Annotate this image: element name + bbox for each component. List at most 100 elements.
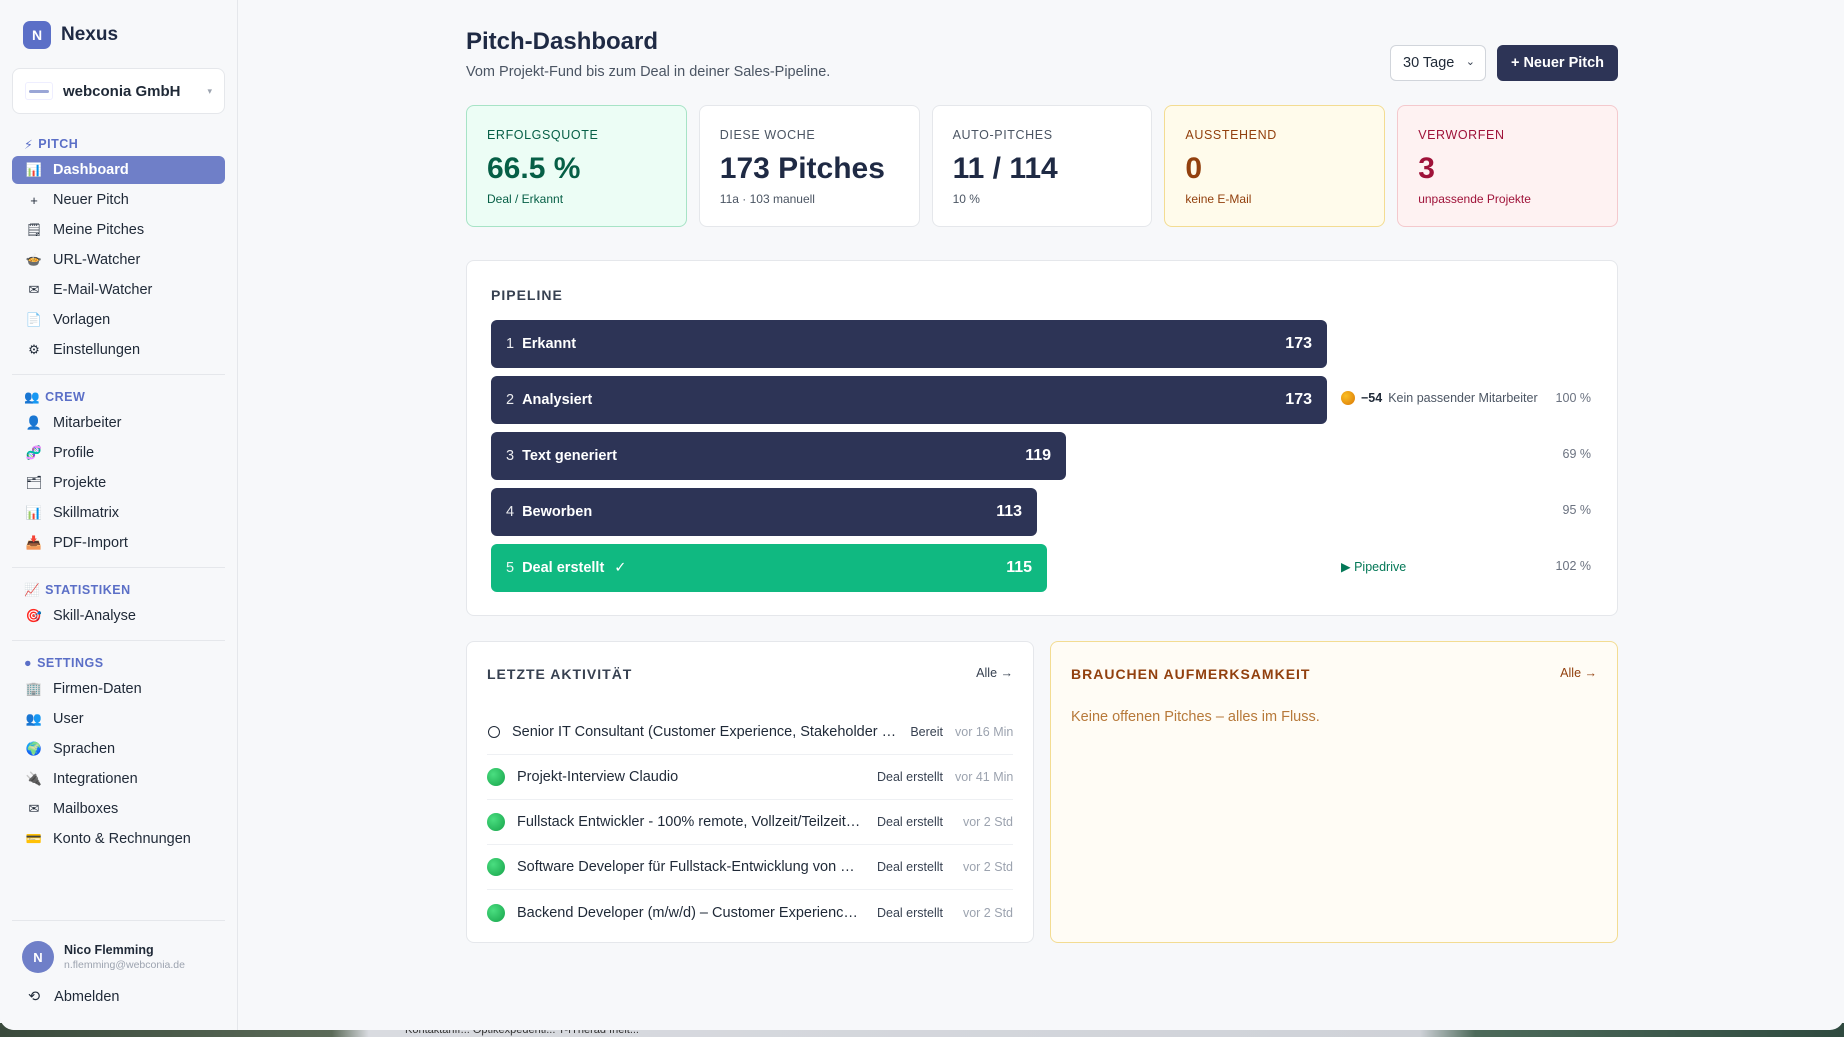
bowl-icon: 🍲 xyxy=(25,252,43,267)
stage-number: 1 xyxy=(506,336,515,352)
stage-dropoff-note: −54 Kein passender Mitarbeiter xyxy=(1341,391,1538,405)
kpi-discarded: VERWORFEN 3 unpassende Projekte xyxy=(1397,105,1618,227)
green-circle-icon xyxy=(487,858,505,876)
stage-number: 2 xyxy=(506,392,515,408)
sidebar-item-pdf-import[interactable]: 📥 PDF-Import xyxy=(12,529,225,557)
pipeline-stage-text-generated: 3 Text generiert 119 69 % xyxy=(491,432,1591,480)
pipeline-bar[interactable]: 5 Deal erstellt ✓ 115 xyxy=(491,544,1047,592)
kpi-auto-pitches: AUTO-PITCHES 11 / 114 10 % xyxy=(931,105,1153,227)
dropoff-reason: Kein passender Mitarbeiter xyxy=(1388,391,1538,405)
list-item[interactable]: Software Developer für Fullstack-Entwick… xyxy=(487,845,1013,890)
nav-heading-settings: ● SETTINGS xyxy=(12,653,225,673)
logout-button[interactable]: ⟲ Abmelden xyxy=(12,989,225,1005)
stage-number: 4 xyxy=(506,504,515,520)
stage-label: Text generiert xyxy=(522,448,617,464)
sidebar-item-skill-analysis[interactable]: 🎯 Skill-Analyse xyxy=(12,602,225,630)
page-subtitle: Vom Projekt-Fund bis zum Deal in deiner … xyxy=(466,64,831,80)
activity-status: Deal erstellt xyxy=(877,860,943,874)
kpi-value: 173 Pitches xyxy=(719,152,885,185)
nav-heading-label: PITCH xyxy=(38,137,79,151)
chart-icon: 📊 xyxy=(25,505,43,520)
user-name: Nico Flemming xyxy=(64,943,154,957)
kpi-subtext: 10 % xyxy=(952,192,980,206)
sidebar-item-mailboxes[interactable]: ✉ Mailboxes xyxy=(12,795,225,823)
sidebar-item-label: URL-Watcher xyxy=(53,252,141,268)
sidebar-item-label: Neuer Pitch xyxy=(53,192,129,208)
activity-time: vor 2 Std xyxy=(962,815,1013,829)
activity-time: vor 41 Min xyxy=(955,770,1014,784)
activity-title: Fullstack Entwickler - 100% remote, Voll… xyxy=(517,814,863,830)
pipeline-bar[interactable]: 3 Text generiert 119 xyxy=(491,432,1066,480)
sidebar-item-templates[interactable]: 📄 Vorlagen xyxy=(12,306,225,334)
kpi-subtext: keine E-Mail xyxy=(1185,192,1252,206)
brand[interactable]: N Nexus xyxy=(12,20,225,50)
open-circle-icon xyxy=(488,726,500,738)
company-switcher[interactable]: webconia GmbH ▾ xyxy=(12,68,225,114)
pipeline-bar[interactable]: 4 Beworben 113 xyxy=(491,488,1037,536)
sidebar-item-my-pitches[interactable]: 🗒 Meine Pitches xyxy=(12,216,225,244)
nav-heading-statistics: 📈 STATISTIKEN xyxy=(12,580,225,600)
user-profile[interactable]: N Nico Flemming n.flemming@webconia.de xyxy=(12,941,225,973)
nav-heading-label: SETTINGS xyxy=(37,656,104,670)
stage-conversion: 102 % xyxy=(1555,559,1591,573)
sidebar: N Nexus webconia GmbH ▾ ⚡ PITCH 📊 Dashboa… xyxy=(0,0,238,1030)
kpi-label: AUTO-PITCHES xyxy=(952,128,1053,142)
sidebar-item-projects[interactable]: 🗂 Projekte xyxy=(12,469,225,497)
attention-card: BRAUCHEN AUFMERKSAMKEIT Alle → Keine off… xyxy=(1050,641,1618,943)
avatar: N xyxy=(22,941,54,973)
pipeline-heading: PIPELINE xyxy=(491,287,563,303)
date-range-select[interactable]: 30 Tage ⌄ xyxy=(1390,45,1486,81)
people-icon: 👥 xyxy=(25,711,43,726)
sidebar-item-company-data[interactable]: 🏢 Firmen-Daten xyxy=(12,675,225,703)
list-item[interactable]: Senior IT Consultant (Customer Experienc… xyxy=(487,710,1013,755)
activity-all-link[interactable]: Alle → xyxy=(976,666,1013,680)
list-item[interactable]: Projekt-Interview Claudio Deal erstellt … xyxy=(487,755,1013,800)
kpi-row: ERFOLGSQUOTE 66.5 % Deal / Erkannt DIESE… xyxy=(466,105,1618,227)
list-item[interactable]: Backend Developer (m/w/d) – Customer Exp… xyxy=(487,890,1013,935)
dot-icon: ● xyxy=(24,656,33,670)
kpi-label: ERFOLGSQUOTE xyxy=(487,128,599,142)
pipeline-card: PIPELINE 1 Erkannt 173 2 Analysiert 173 … xyxy=(466,260,1618,616)
sidebar-item-employees[interactable]: 👤 Mitarbeiter xyxy=(12,409,225,437)
sidebar-item-label: User xyxy=(53,711,84,727)
attention-empty-state: Keine offenen Pitches – alles im Fluss. xyxy=(1071,709,1320,725)
kpi-value: 66.5 % xyxy=(487,152,581,185)
stage-count: 113 xyxy=(996,503,1022,520)
sidebar-item-url-watcher[interactable]: 🍲 URL-Watcher xyxy=(12,246,225,274)
pipeline-bar[interactable]: 2 Analysiert 173 xyxy=(491,376,1327,424)
sidebar-item-settings[interactable]: ⚙ Einstellungen xyxy=(12,336,225,364)
page-title: Pitch-Dashboard xyxy=(466,28,659,55)
trend-icon: 📈 xyxy=(24,582,41,597)
sidebar-item-label: Firmen-Daten xyxy=(53,681,142,697)
pipeline-stage-analyzed: 2 Analysiert 173 −54 Kein passender Mita… xyxy=(491,376,1591,424)
list-item[interactable]: Fullstack Entwickler - 100% remote, Voll… xyxy=(487,800,1013,845)
attention-all-link[interactable]: Alle → xyxy=(1560,666,1597,680)
nav-section-pitch: ⚡ PITCH 📊 Dashboard + Neuer Pitch 🗒 Meine P… xyxy=(12,134,225,364)
activity-status: Deal erstellt xyxy=(877,815,943,829)
sidebar-item-skillmatrix[interactable]: 📊 Skillmatrix xyxy=(12,499,225,527)
lightning-icon: ⚡ xyxy=(24,137,34,152)
warning-dot-icon xyxy=(1341,391,1355,405)
stage-label: Beworben xyxy=(522,504,593,520)
sidebar-item-user[interactable]: 👥 User xyxy=(12,705,225,733)
stage-number: 5 xyxy=(506,560,515,576)
sidebar-item-integrations[interactable]: 🔌 Integrationen xyxy=(12,765,225,793)
kpi-success-rate: ERFOLGSQUOTE 66.5 % Deal / Erkannt xyxy=(466,105,687,227)
nav-section-settings: ● SETTINGS 🏢 Firmen-Daten 👥 User 🌍 Sprachen… xyxy=(12,640,225,853)
sidebar-item-label: Mitarbeiter xyxy=(53,415,122,431)
activity-title: Senior IT Consultant (Customer Experienc… xyxy=(512,724,896,740)
stage-count: 115 xyxy=(1006,559,1032,576)
sidebar-item-profiles[interactable]: 🧬 Profile xyxy=(12,439,225,467)
kpi-pending: AUSSTEHEND 0 keine E-Mail xyxy=(1164,105,1386,227)
sidebar-item-label: E-Mail-Watcher xyxy=(53,282,153,298)
new-pitch-button[interactable]: + Neuer Pitch xyxy=(1497,45,1618,81)
stage-label: Analysiert xyxy=(522,392,593,408)
pipeline-bar[interactable]: 1 Erkannt 173 xyxy=(491,320,1327,368)
sidebar-item-new-pitch[interactable]: + Neuer Pitch xyxy=(12,186,225,214)
sidebar-item-billing[interactable]: 💳 Konto & Rechnungen xyxy=(12,825,225,853)
pipedrive-link[interactable]: ▶ Pipedrive xyxy=(1341,560,1407,574)
sidebar-item-dashboard[interactable]: 📊 Dashboard xyxy=(12,156,225,184)
activity-time: vor 16 Min xyxy=(955,725,1014,739)
sidebar-item-languages[interactable]: 🌍 Sprachen xyxy=(12,735,225,763)
sidebar-item-email-watcher[interactable]: ✉ E-Mail-Watcher xyxy=(12,276,225,304)
